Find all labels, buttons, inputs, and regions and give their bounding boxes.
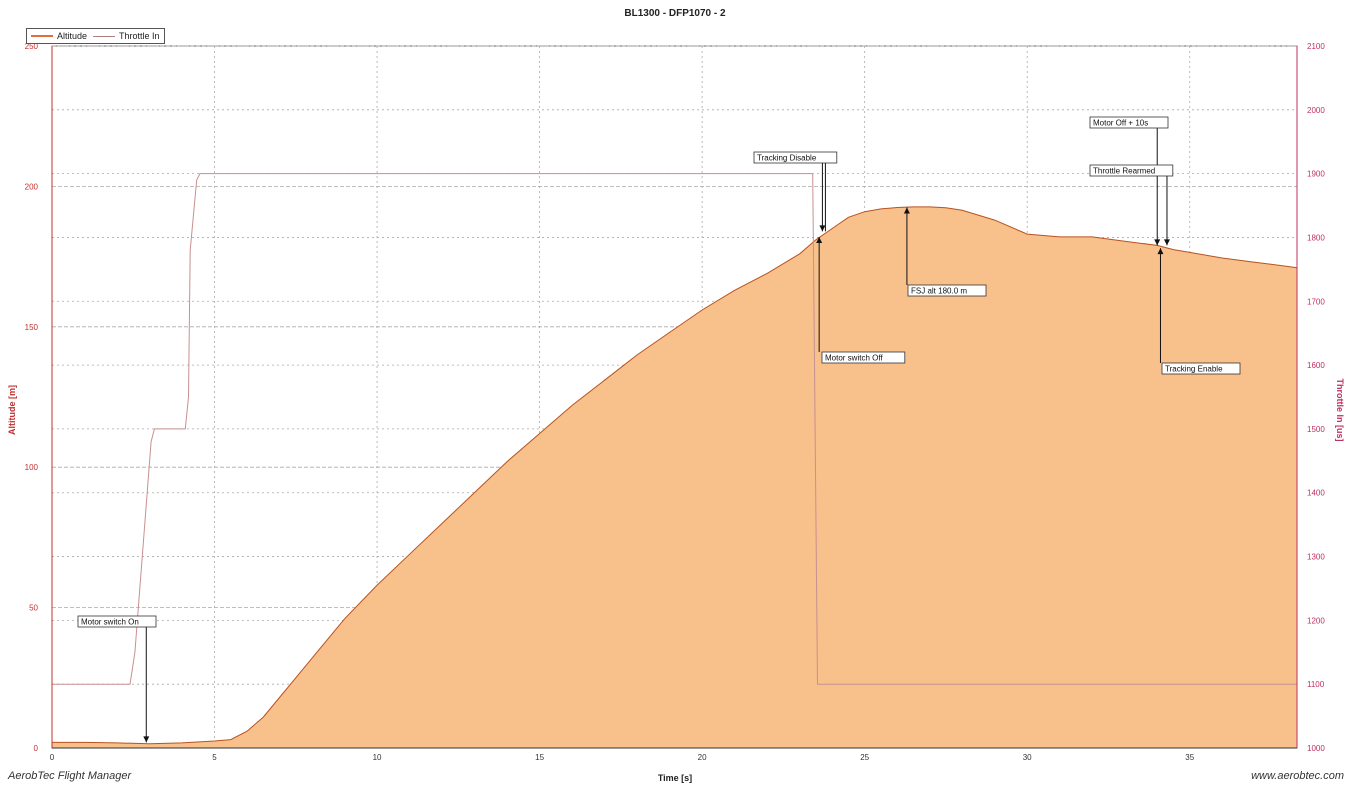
y2-tick-label-7: 1700	[1307, 297, 1325, 306]
annotation-box-2	[821, 351, 906, 364]
y-tick-label-1: 50	[29, 604, 38, 613]
annotation-label-5: Throttle Rearmed	[1093, 167, 1155, 176]
y2-tick-label-8: 1800	[1307, 233, 1325, 242]
annotation-box-3	[907, 284, 987, 297]
y2-tick-label-2: 1200	[1307, 616, 1325, 625]
annotation-box-5	[1089, 164, 1174, 177]
chart-legend: Altitude Throttle In	[26, 28, 165, 44]
annotation-arrowhead-4	[1154, 239, 1161, 246]
website-link[interactable]: www.aerobtec.com	[1251, 770, 1344, 782]
legend-item-altitude: Altitude	[31, 31, 87, 41]
annotation-label-2: Motor switch Off	[825, 354, 883, 363]
y-axis-title-right: Throttle In [us]	[1335, 378, 1345, 442]
legend-item-throttle: Throttle In	[93, 31, 160, 41]
y2-tick-label-1: 1100	[1307, 680, 1325, 689]
y2-tick-label-0: 1000	[1307, 744, 1325, 753]
annotation-box-6	[1161, 362, 1241, 375]
y2-tick-label-9: 1900	[1307, 170, 1325, 179]
annotation-label-1: Tracking Disable	[757, 154, 817, 163]
legend-swatch-altitude	[31, 35, 53, 37]
y2-tick-label-11: 2100	[1307, 42, 1325, 51]
x-tick-label-1: 5	[212, 753, 217, 762]
annotation-arrowhead-1	[819, 225, 826, 232]
y-axis-title-left: Altitude [m]	[7, 385, 17, 435]
annotation-arrowhead-0	[143, 736, 150, 743]
series-throttle-line	[52, 173, 1297, 685]
annotation-label-3: FSJ alt 180.0 m	[911, 287, 967, 296]
chart-title: BL1300 - DFP1070 - 2	[624, 8, 726, 19]
y2-tick-label-4: 1400	[1307, 489, 1325, 498]
annotation-box-4	[1089, 116, 1169, 129]
legend-label-throttle: Throttle In	[119, 31, 160, 41]
y-tick-label-5: 250	[25, 42, 39, 51]
y2-tick-label-5: 1500	[1307, 425, 1325, 434]
y2-tick-label-6: 1600	[1307, 361, 1325, 370]
x-tick-label-2: 10	[373, 753, 382, 762]
annotation-arrowhead-6	[1157, 248, 1164, 255]
x-tick-label-5: 25	[860, 753, 869, 762]
annotation-label-4: Motor Off + 10s	[1093, 119, 1148, 128]
x-tick-label-4: 20	[698, 753, 707, 762]
x-tick-label-7: 35	[1185, 753, 1194, 762]
annotation-arrowhead-5	[1163, 239, 1170, 246]
y-tick-label-4: 200	[25, 182, 39, 191]
x-tick-label-6: 30	[1023, 753, 1032, 762]
legend-swatch-throttle	[93, 35, 116, 37]
y-tick-label-0: 0	[34, 744, 39, 753]
legend-label-altitude: Altitude	[57, 31, 88, 41]
y-tick-label-2: 100	[25, 463, 39, 472]
annotation-arrowhead-3	[903, 207, 910, 214]
x-axis-title: Time [s]	[657, 773, 693, 783]
y2-tick-label-3: 1300	[1307, 553, 1325, 562]
y-tick-label-3: 150	[25, 323, 39, 332]
annotation-label-0: Motor switch On	[81, 618, 139, 627]
annotation-arrowhead-2	[816, 236, 823, 243]
annotation-box-1	[753, 151, 838, 164]
x-tick-label-0: 0	[50, 753, 55, 762]
app-name-label: AerobTec Flight Manager	[8, 770, 132, 782]
y2-tick-label-10: 2000	[1307, 106, 1325, 115]
annotation-label-6: Tracking Enable	[1165, 365, 1223, 374]
x-tick-label-3: 15	[535, 753, 544, 762]
series-altitude-area	[52, 206, 1297, 748]
annotation-box-0	[77, 615, 157, 628]
series-altitude-line	[52, 206, 1298, 745]
